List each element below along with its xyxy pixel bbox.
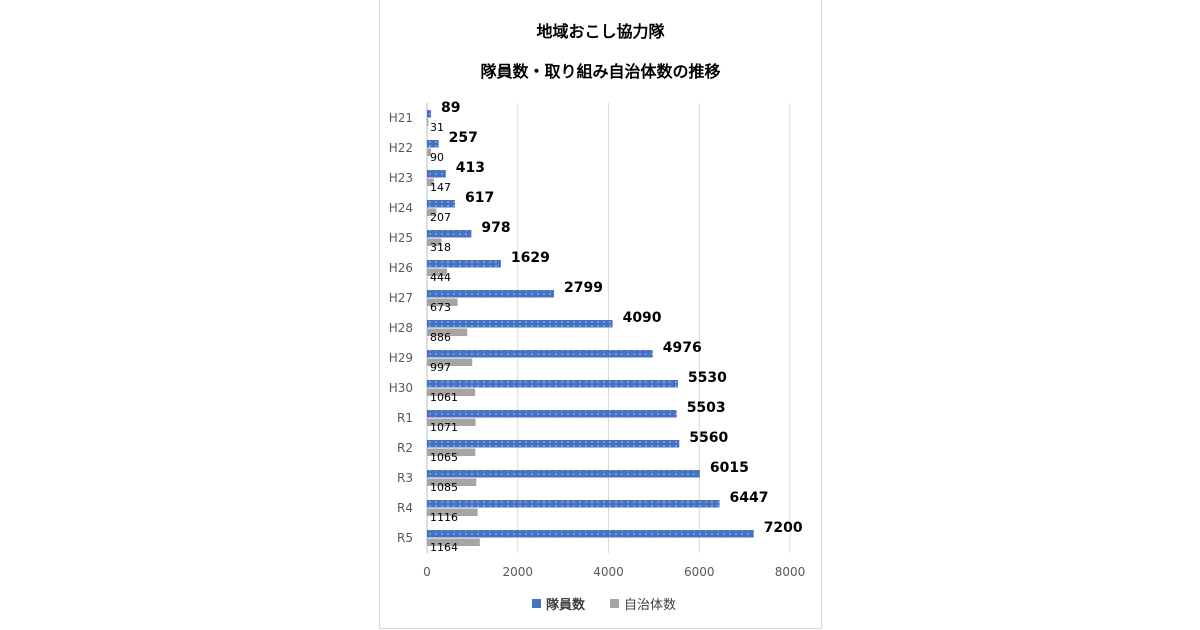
- bar-municipalities: [427, 478, 477, 486]
- bar-members: [427, 500, 720, 508]
- legend-label-municipalities: 自治体数: [624, 598, 677, 613]
- category-label: H24: [389, 201, 413, 215]
- bar-municipalities: [427, 538, 480, 546]
- category-label: R3: [397, 471, 413, 485]
- chart-title-line-1: 地域おこし協力隊: [536, 22, 665, 41]
- bar-members: [427, 110, 432, 118]
- legend-item-members: 隊員数: [532, 594, 585, 613]
- grid-lines: [426, 103, 791, 553]
- data-label-municipalities: 318: [430, 241, 451, 254]
- bar-members: [427, 350, 653, 358]
- data-label-municipalities: 444: [430, 271, 451, 284]
- category-label: H27: [389, 291, 413, 305]
- data-label-members: 4090: [623, 310, 662, 326]
- bar-members: [427, 320, 613, 328]
- bar-members: [427, 380, 678, 388]
- data-label-municipalities: 1085: [430, 481, 458, 494]
- bar-members: [427, 170, 446, 178]
- bar-members: [427, 470, 700, 478]
- category-label: R5: [397, 531, 413, 545]
- legend-item-municipalities: 自治体数: [610, 594, 676, 613]
- data-label-municipalities: 147: [430, 181, 451, 194]
- data-label-members: 257: [449, 130, 478, 146]
- data-label-members: 1629: [511, 250, 550, 266]
- data-label-members: 6447: [730, 490, 769, 506]
- data-label-members: 4976: [663, 340, 702, 356]
- x-tick-label: 0: [423, 565, 431, 579]
- category-label: H25: [389, 231, 413, 245]
- bar-municipalities: [427, 388, 476, 396]
- data-label-members: 978: [481, 220, 510, 236]
- category-label: R4: [397, 501, 413, 515]
- data-label-members: 413: [456, 160, 485, 176]
- bar-members: [427, 410, 677, 418]
- bar-members: [427, 230, 472, 238]
- bar-municipalities: [427, 118, 429, 126]
- bar-municipalities: [427, 238, 442, 246]
- legend-swatch-members: [532, 599, 541, 608]
- bar-members: [427, 140, 439, 148]
- chart-plot: 0 2000 4000 6000 8000 H21 89 31 H22 257 90 H23 413 14…: [389, 100, 806, 579]
- bar-municipalities: [427, 298, 458, 306]
- data-label-municipalities: 1065: [430, 451, 458, 464]
- category-label: H23: [389, 171, 413, 185]
- data-label-members: 7200: [764, 520, 803, 536]
- data-label-municipalities: 1116: [430, 511, 458, 524]
- bar-members: [427, 440, 680, 448]
- labels: 0 2000 4000 6000 8000 H21 89 31 H22 257 90 H23 413 14…: [389, 100, 806, 579]
- legend-label-members: 隊員数: [546, 598, 586, 613]
- data-label-members: 617: [465, 190, 494, 206]
- data-label-municipalities: 90: [430, 151, 444, 164]
- data-label-members: 2799: [564, 280, 603, 296]
- bar-municipalities: [427, 268, 448, 276]
- category-label: H30: [389, 381, 413, 395]
- data-label-municipalities: 1071: [430, 421, 458, 434]
- data-label-members: 5560: [689, 430, 728, 446]
- bar-municipalities: [427, 448, 476, 456]
- category-label: R2: [397, 441, 413, 455]
- data-label-municipalities: 997: [430, 361, 451, 374]
- bar-municipalities: [427, 508, 478, 516]
- bar-municipalities: [427, 358, 473, 366]
- category-label: H29: [389, 351, 413, 365]
- data-label-municipalities: 1164: [430, 541, 458, 554]
- data-label-municipalities: 1061: [430, 391, 458, 404]
- bar-members: [427, 260, 501, 268]
- data-label-municipalities: 207: [430, 211, 451, 224]
- bar-municipalities: [427, 148, 432, 156]
- bar-members: [427, 200, 455, 208]
- bar-municipalities: [427, 418, 476, 426]
- data-label-municipalities: 31: [430, 121, 444, 134]
- data-label-members: 89: [441, 100, 460, 116]
- category-label: H21: [389, 111, 413, 125]
- data-label-members: 5503: [687, 400, 726, 416]
- x-tick-label: 4000: [593, 565, 624, 579]
- bar-municipalities: [427, 208, 437, 216]
- data-label-municipalities: 673: [430, 301, 451, 314]
- legend-swatch-municipalities: [610, 599, 619, 608]
- data-label-municipalities: 886: [430, 331, 451, 344]
- x-tick-label: 2000: [502, 565, 533, 579]
- bar-members: [427, 530, 754, 538]
- chart-frame: 地域おこし協力隊 隊員数・取り組み自治体数の推移 0 2000 4000 6000 80…: [379, 0, 822, 629]
- category-label: R1: [397, 411, 413, 425]
- x-tick-label: 8000: [775, 565, 806, 579]
- bar-municipalities: [427, 178, 434, 186]
- bars: [427, 110, 754, 546]
- data-label-members: 6015: [710, 460, 749, 476]
- bar-members: [427, 290, 555, 298]
- bar-municipalities: [427, 328, 468, 336]
- chart-title-line-2: 隊員数・取り組み自治体数の推移: [480, 62, 721, 81]
- x-tick-label: 6000: [684, 565, 715, 579]
- category-label: H22: [389, 141, 413, 155]
- category-label: H26: [389, 261, 413, 275]
- data-label-members: 5530: [688, 370, 727, 386]
- category-label: H28: [389, 321, 413, 335]
